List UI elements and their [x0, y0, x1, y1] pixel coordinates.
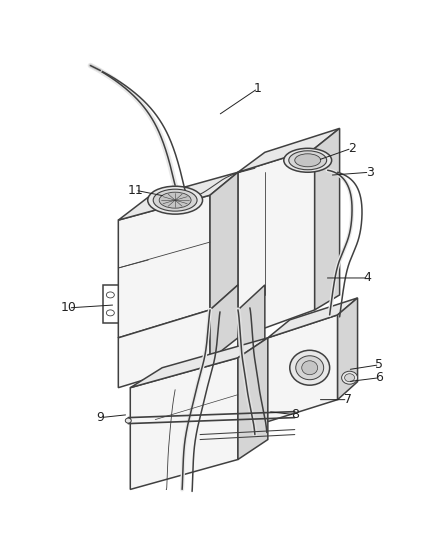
Polygon shape — [118, 195, 210, 338]
Polygon shape — [314, 128, 339, 310]
Ellipse shape — [148, 186, 202, 214]
Polygon shape — [118, 172, 238, 220]
Polygon shape — [238, 128, 339, 172]
Ellipse shape — [345, 374, 355, 382]
Ellipse shape — [290, 350, 330, 385]
Polygon shape — [130, 338, 268, 387]
Polygon shape — [210, 285, 238, 360]
Text: 9: 9 — [96, 411, 104, 424]
Text: 3: 3 — [366, 166, 374, 179]
Polygon shape — [268, 298, 357, 338]
Ellipse shape — [125, 418, 131, 423]
Ellipse shape — [289, 151, 327, 169]
Ellipse shape — [284, 148, 332, 172]
Text: 11: 11 — [127, 184, 143, 197]
Ellipse shape — [302, 361, 318, 375]
Polygon shape — [118, 310, 210, 387]
Ellipse shape — [153, 189, 197, 211]
Polygon shape — [238, 148, 314, 338]
Polygon shape — [130, 358, 238, 489]
Polygon shape — [210, 172, 238, 310]
Polygon shape — [338, 298, 357, 400]
Polygon shape — [155, 310, 238, 448]
Text: 10: 10 — [60, 301, 76, 314]
Polygon shape — [238, 338, 268, 459]
Ellipse shape — [159, 192, 191, 208]
Ellipse shape — [342, 371, 357, 384]
Text: 1: 1 — [254, 82, 262, 95]
Text: 7: 7 — [343, 393, 352, 406]
Text: 5: 5 — [375, 358, 384, 372]
Polygon shape — [268, 315, 338, 422]
Text: 8: 8 — [291, 408, 299, 421]
Ellipse shape — [296, 356, 324, 379]
Text: 4: 4 — [364, 271, 371, 285]
Polygon shape — [238, 285, 265, 419]
Ellipse shape — [295, 154, 321, 167]
Text: 6: 6 — [375, 371, 383, 384]
Text: 2: 2 — [348, 142, 356, 155]
